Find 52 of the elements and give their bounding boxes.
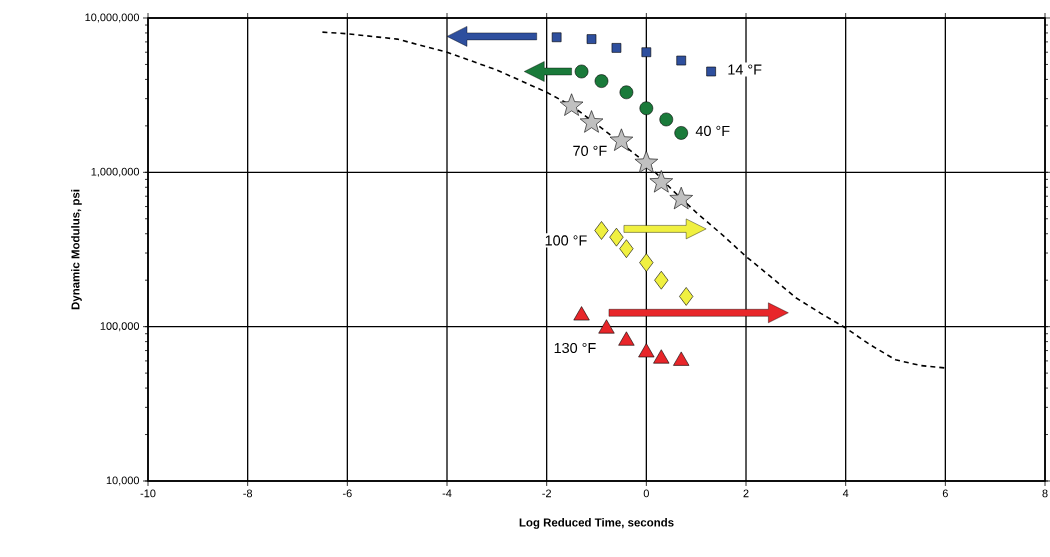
point xyxy=(653,349,670,364)
point xyxy=(638,343,655,358)
point xyxy=(579,110,604,133)
y-tick-label: 100,000 xyxy=(100,322,140,332)
x-tick-label: 0 xyxy=(643,489,649,498)
x-tick-label: -6 xyxy=(342,489,352,498)
point xyxy=(673,351,690,366)
point xyxy=(674,126,689,140)
point xyxy=(619,239,634,258)
point xyxy=(586,34,597,44)
point xyxy=(598,319,615,334)
point xyxy=(669,186,693,210)
series-label: 40 °F xyxy=(695,125,730,137)
point xyxy=(618,331,635,346)
point xyxy=(676,55,687,66)
point xyxy=(639,253,654,272)
series-label: 14 °F xyxy=(728,64,762,75)
x-tick-label: -2 xyxy=(542,489,551,498)
point xyxy=(649,170,673,193)
point xyxy=(551,32,562,43)
x-tick-label: 6 xyxy=(942,489,948,498)
point xyxy=(659,112,674,127)
y-tick-label: 10,000,000 xyxy=(85,13,140,23)
point xyxy=(611,43,622,53)
series-label: 70 °F xyxy=(573,145,607,156)
point xyxy=(641,47,652,58)
x-tick-label: 8 xyxy=(1042,489,1048,498)
point xyxy=(559,93,584,116)
series-label: 100 °F xyxy=(545,235,587,246)
point xyxy=(639,101,654,116)
point xyxy=(609,227,624,247)
x-tick-label: -8 xyxy=(243,489,253,498)
line-series xyxy=(321,31,947,369)
x-axis-title: Log Reduced Time, seconds xyxy=(519,518,674,529)
x-tick-label: -10 xyxy=(140,489,156,498)
y-tick-label: 1,000,000 xyxy=(91,167,140,177)
point xyxy=(619,85,634,100)
point xyxy=(679,287,694,306)
point xyxy=(634,150,659,173)
y-tick-label: 10,000 xyxy=(106,476,140,486)
point xyxy=(654,270,669,290)
point xyxy=(594,221,609,240)
point xyxy=(573,306,590,321)
point xyxy=(594,74,609,88)
y-axis-title: Dynamic Modulus, psi xyxy=(71,189,82,310)
x-tick-label: -4 xyxy=(442,489,452,498)
x-tick-label: 4 xyxy=(842,489,849,498)
point xyxy=(574,64,589,79)
series-label: 130 °F xyxy=(554,342,596,354)
point xyxy=(609,128,634,151)
point xyxy=(706,66,716,77)
x-tick-label: 2 xyxy=(743,489,749,498)
